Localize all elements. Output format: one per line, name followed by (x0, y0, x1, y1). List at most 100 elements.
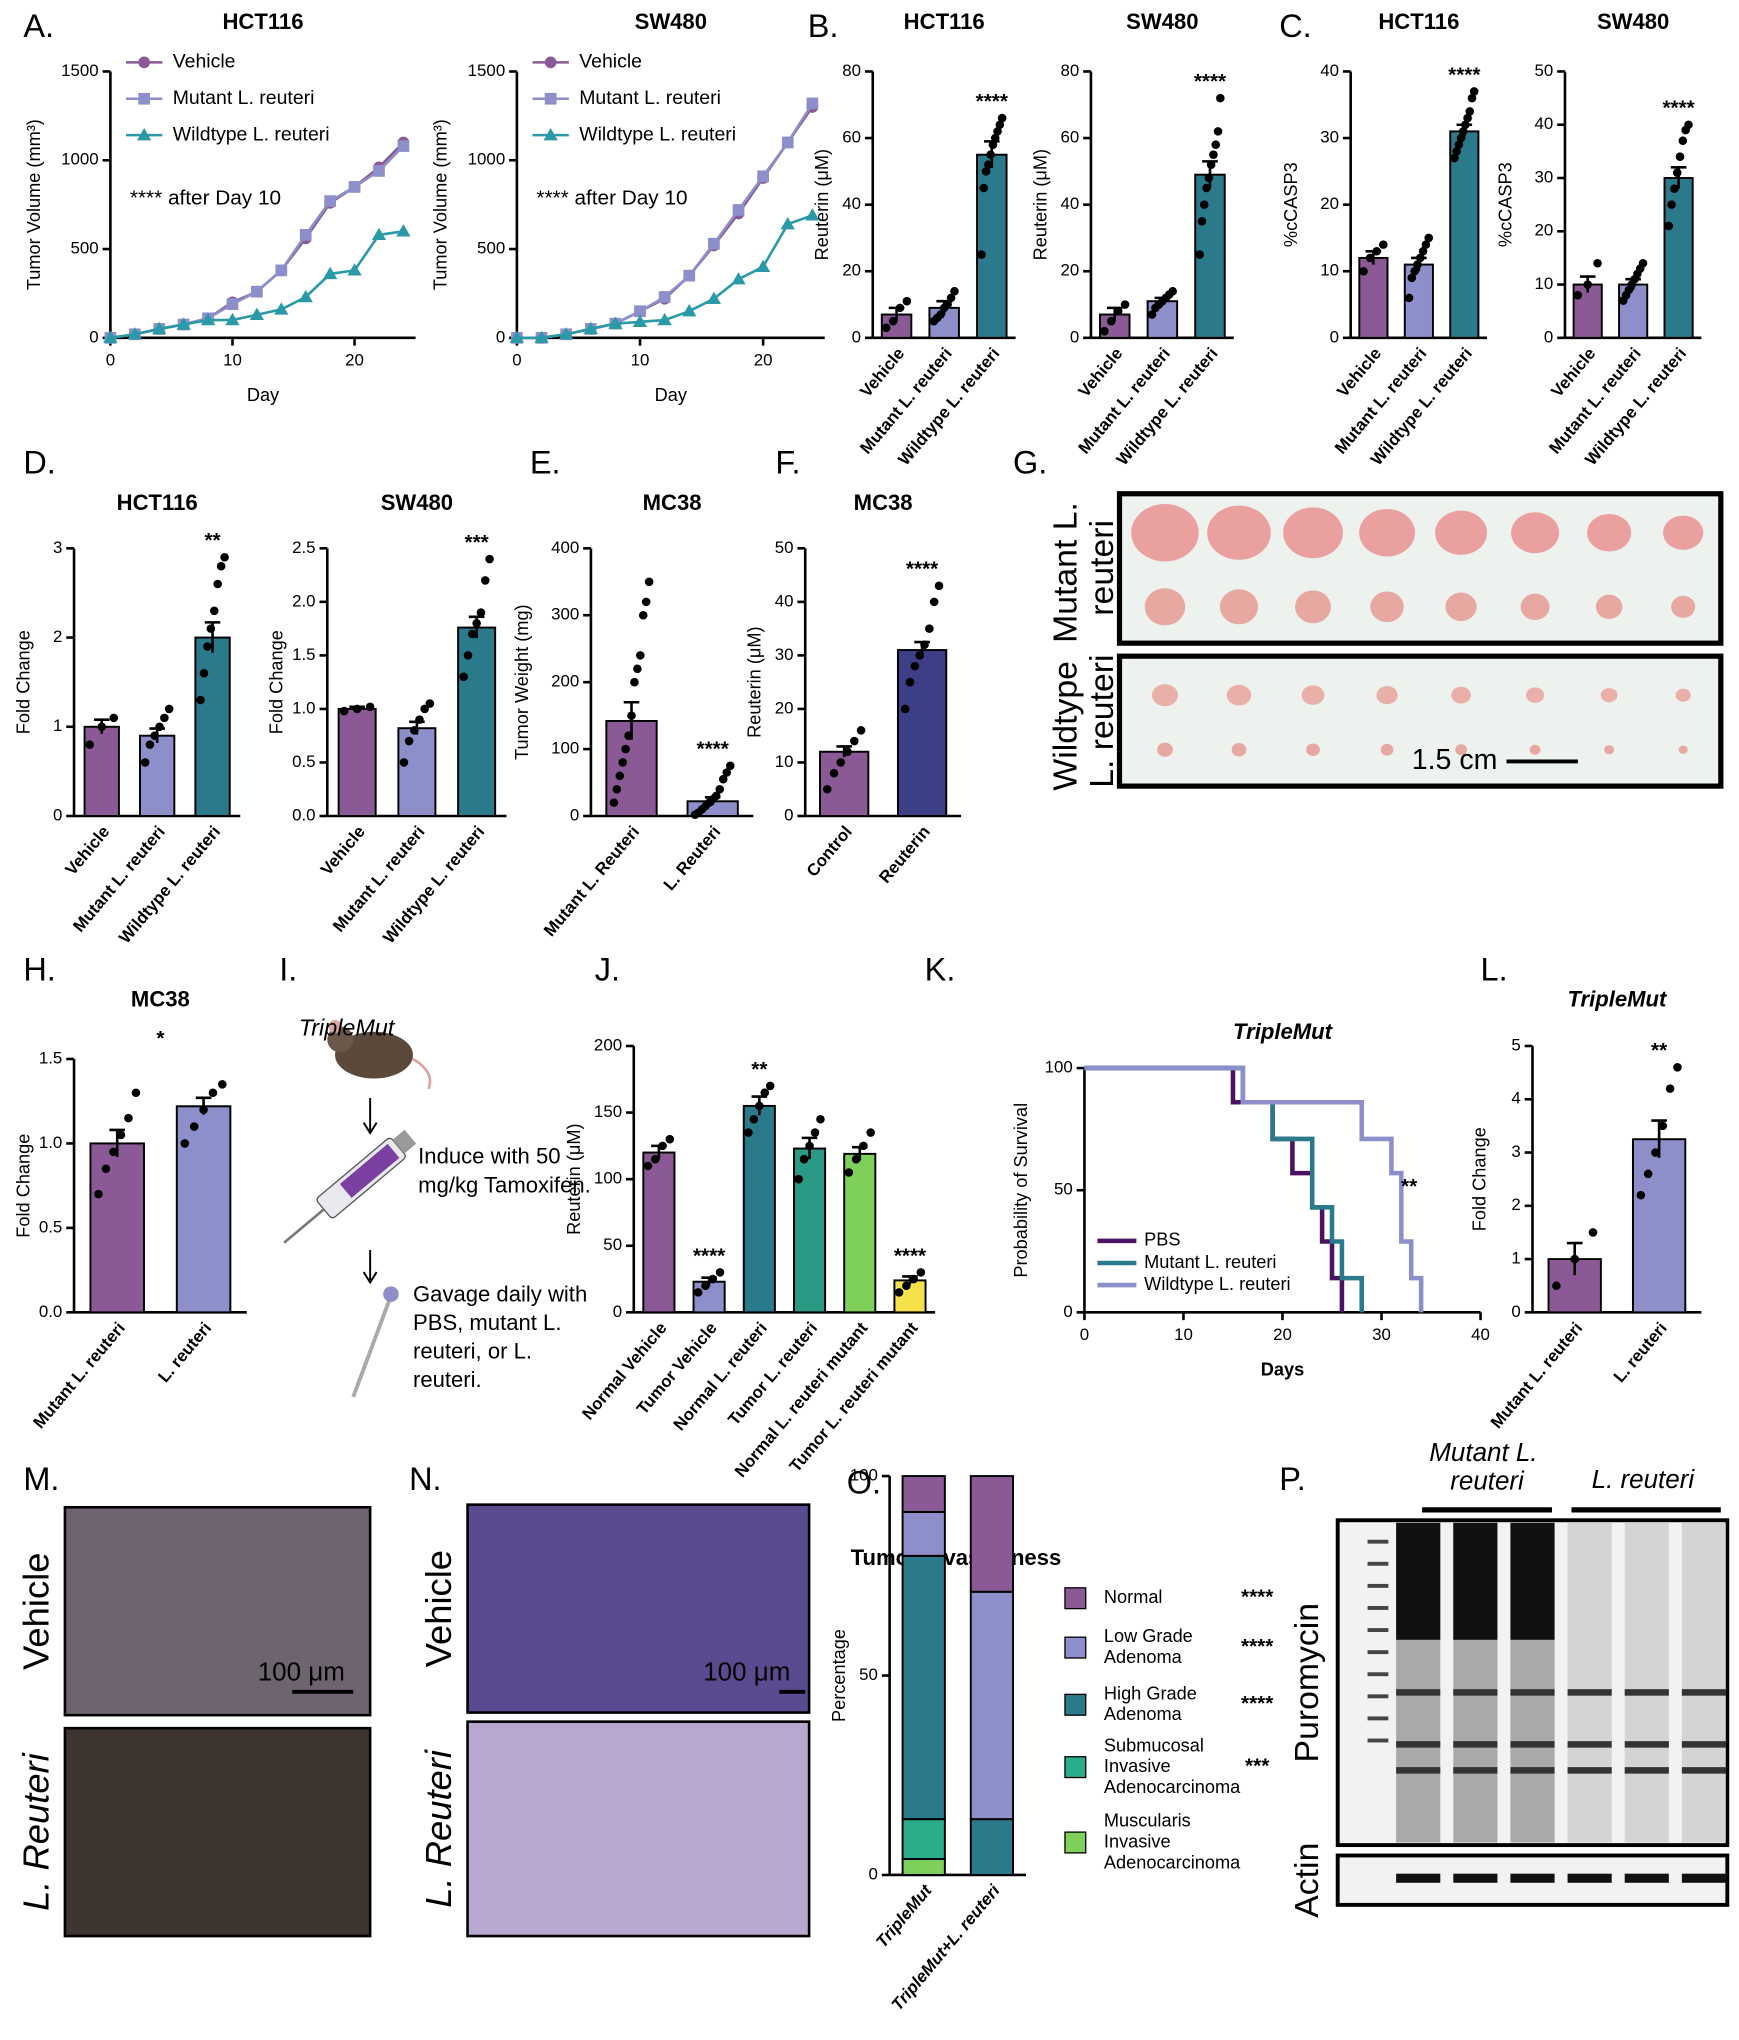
tumor (1144, 588, 1186, 626)
data-point (1418, 246, 1428, 256)
significance: **** (1662, 97, 1695, 120)
ladder (1367, 1716, 1389, 1721)
data-point (950, 286, 959, 296)
marker (732, 204, 745, 216)
x-tick-label: Vehicle (317, 822, 369, 879)
image-label: Mutant L. reuteri (1429, 1437, 1544, 1496)
data-point (1204, 173, 1214, 183)
x-tick-label: 20 (345, 351, 364, 370)
data-point (988, 140, 998, 150)
significance: ** (204, 529, 221, 552)
legend-label: Muscularis Invasive Adenocarcinoma (1104, 1811, 1241, 1873)
y-tick-label: 40 (842, 194, 861, 213)
x-tick-label: Vehicle (61, 822, 113, 879)
y-tick-label: 1.5 (292, 645, 315, 664)
x-tick-label: Mutant L. reuteri (29, 1319, 129, 1433)
data-point (1672, 168, 1682, 177)
bar (896, 649, 948, 817)
data-point (866, 1128, 875, 1137)
panel-label: H. (23, 951, 55, 987)
data-point (894, 1288, 904, 1297)
image-label: Vehicle (418, 1550, 459, 1667)
chart-title: HCT116 (117, 490, 198, 515)
y-tick-label: 1500 (468, 61, 506, 80)
y-tick-label: 80 (1060, 61, 1079, 80)
marker (251, 285, 263, 298)
data-point (844, 1168, 854, 1177)
photo (1116, 491, 1724, 646)
data-point (1678, 136, 1688, 146)
y-tick-label: 1.5 (39, 1048, 62, 1067)
y-tick-label: 0.5 (292, 752, 315, 771)
marker (103, 330, 118, 344)
x-tick-label: 0 (106, 351, 115, 370)
y-tick-label: 20 (1060, 261, 1079, 280)
legend-swatch (1064, 1587, 1087, 1610)
marker (608, 316, 623, 329)
data-point (196, 695, 205, 705)
y-axis-title: %cCASP3 (1281, 162, 1301, 247)
tumor (1600, 688, 1618, 703)
band (1567, 1741, 1612, 1748)
significance: **** (1448, 63, 1481, 86)
data-point (1651, 1148, 1660, 1157)
panel-label: P. (1279, 1461, 1305, 1497)
bar-segment (901, 1858, 946, 1876)
series-line (110, 230, 404, 340)
lane-smear (1681, 1522, 1727, 1843)
tumor (1663, 515, 1704, 550)
y-tick-label: 0 (570, 805, 579, 824)
ladder (1367, 1606, 1389, 1610)
x-tick-label: Wildtype L. reuteri (379, 822, 488, 947)
marker (509, 330, 525, 344)
bar (976, 153, 1008, 339)
data-point (94, 1189, 103, 1199)
data-point (995, 120, 1005, 130)
data-point (1458, 127, 1468, 136)
marker (249, 307, 265, 320)
tumor (1151, 684, 1178, 707)
lane-top (1453, 1522, 1498, 1640)
significance: **** (1241, 1692, 1274, 1715)
data-point (701, 1281, 710, 1291)
x-tick-label: 0 (1080, 1325, 1089, 1344)
tumor (1604, 745, 1615, 755)
band (1396, 1767, 1441, 1774)
annotation: **** after Day 10 (130, 186, 281, 209)
y-tick-label: 0 (613, 1302, 622, 1321)
data-point (1670, 184, 1679, 193)
marker (806, 97, 819, 110)
data-point (665, 1134, 675, 1144)
data-point (902, 1281, 911, 1291)
band (1624, 1741, 1669, 1748)
data-point (905, 677, 915, 687)
bar-segment (901, 1554, 946, 1821)
x-tick-label: 10 (631, 351, 650, 370)
y-tick-label: 2.0 (292, 591, 315, 610)
data-point (140, 758, 150, 767)
y-tick-label: 0 (784, 805, 793, 824)
panel-label: D. (23, 445, 55, 481)
marker (558, 327, 574, 340)
x-tick-label: Reuterin (875, 822, 934, 887)
marker (226, 298, 239, 310)
legend-label: Normal (1104, 1587, 1163, 1607)
ladder (1367, 1672, 1389, 1677)
tumor (1520, 593, 1550, 621)
bar (457, 626, 497, 817)
data-point (981, 167, 991, 176)
data-point (1452, 147, 1461, 156)
chart-title: TripleMut (1567, 986, 1668, 1011)
y-tick-label: 400 (551, 538, 579, 557)
legend-label: Low Grade Adenoma (1104, 1626, 1198, 1667)
data-point (805, 1141, 814, 1151)
y-tick-label: 0 (1511, 1302, 1520, 1321)
tumor (1231, 743, 1247, 757)
data-point (765, 1081, 775, 1091)
marker (200, 312, 216, 326)
bar (1449, 130, 1480, 339)
data-point (365, 702, 375, 712)
data-point (206, 624, 216, 633)
data-point (909, 1274, 918, 1284)
bar (742, 1104, 776, 1314)
